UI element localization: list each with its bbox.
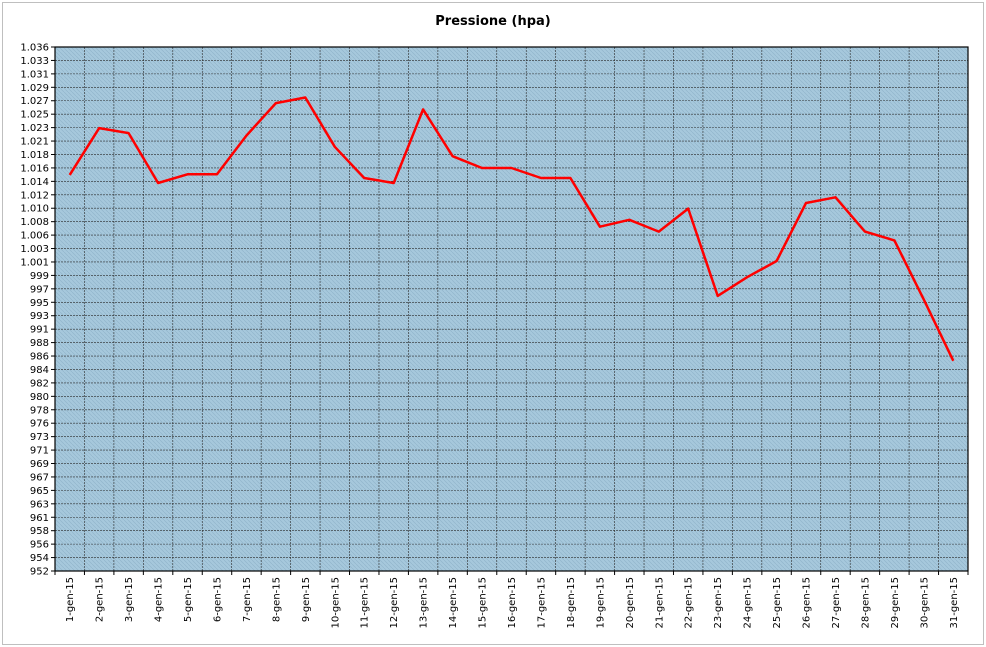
y-tick-label: 1.023 [20, 123, 49, 134]
y-tick-label: 1.021 [20, 137, 49, 148]
x-tick-label: 1-gen-15 [65, 577, 76, 622]
x-tick-label: 26-gen-15 [802, 577, 813, 629]
x-tick-label: 15-gen-15 [478, 577, 489, 629]
x-tick-label: 24-gen-15 [743, 577, 754, 629]
y-tick-label: 963 [30, 499, 49, 510]
y-tick-label: 997 [30, 284, 49, 295]
y-tick-label: 982 [30, 378, 49, 389]
x-tick-label: 14-gen-15 [448, 577, 459, 629]
plot-area [54, 46, 969, 572]
y-tick-label: 961 [30, 513, 49, 524]
x-tick-label: 21-gen-15 [654, 577, 665, 629]
y-tick-label: 988 [30, 338, 49, 349]
y-tick-label: 1.016 [20, 163, 49, 174]
y-tick-label: 1.036 [20, 43, 49, 54]
x-tick-label: 16-gen-15 [507, 577, 518, 629]
y-tick-label: 1.033 [20, 56, 49, 67]
y-tick-label: 986 [30, 352, 49, 363]
y-tick-label: 1.018 [20, 150, 49, 161]
x-tick-label: 31-gen-15 [949, 577, 960, 629]
x-tick-label: 28-gen-15 [860, 577, 871, 629]
y-tick-label: 1.006 [20, 231, 49, 242]
y-tick-label: 956 [30, 540, 49, 551]
x-tick-label: 20-gen-15 [625, 577, 636, 629]
chart-title: Pressione (hpa) [435, 14, 551, 29]
y-tick-label: 991 [30, 325, 49, 336]
x-tick-label: 5-gen-15 [183, 577, 194, 622]
x-tick-label: 30-gen-15 [919, 577, 930, 629]
x-axis-labels: 1-gen-15 2-gen-15 3-gen-15 4-gen-15 5-gen-15… [65, 577, 960, 629]
y-tick-label: 958 [30, 526, 49, 537]
y-tick-label: 1.001 [20, 257, 49, 268]
x-tick-label: 27-gen-15 [831, 577, 842, 629]
y-tick-label: 973 [30, 432, 49, 443]
y-tick-label: 952 [30, 567, 49, 578]
y-tick-label: 967 [30, 472, 49, 483]
y-tick-label: 1.031 [20, 69, 49, 80]
x-tick-label: 6-gen-15 [212, 577, 223, 622]
y-tick-label: 995 [30, 298, 49, 309]
x-tick-label: 4-gen-15 [154, 577, 165, 622]
tick-marks [51, 46, 969, 575]
y-tick-label: 993 [30, 311, 49, 322]
x-tick-label: 9-gen-15 [301, 577, 312, 622]
y-tick-label: 980 [30, 392, 49, 403]
x-tick-label: 7-gen-15 [242, 577, 253, 622]
y-tick-label: 1.008 [20, 217, 49, 228]
y-tick-label: 1.029 [20, 83, 49, 94]
x-tick-label: 18-gen-15 [566, 577, 577, 629]
y-tick-label: 1.003 [20, 244, 49, 255]
plot-border [54, 46, 969, 572]
y-tick-label: 969 [30, 459, 49, 470]
y-tick-label: 1.025 [20, 110, 49, 121]
y-tick-label: 954 [30, 553, 49, 564]
x-tick-label: 12-gen-15 [389, 577, 400, 629]
y-tick-label: 1.027 [20, 96, 49, 107]
y-tick-label: 978 [30, 405, 49, 416]
y-tick-label: 976 [30, 419, 49, 430]
x-tick-label: 8-gen-15 [271, 577, 282, 622]
y-tick-label: 965 [30, 486, 49, 497]
x-tick-label: 29-gen-15 [890, 577, 901, 629]
y-tick-label: 984 [30, 365, 49, 376]
series-line [68, 96, 955, 362]
x-tick-label: 3-gen-15 [124, 577, 135, 622]
y-tick-label: 1.012 [20, 190, 49, 201]
y-axis-labels: 1.036 1.033 1.031 1.029 1.027 1.025 1.023 1.021… [20, 43, 49, 578]
y-tick-label: 1.014 [20, 177, 49, 188]
x-tick-label: 2-gen-15 [95, 577, 106, 622]
grid [55, 47, 968, 571]
y-tick-label: 971 [30, 446, 49, 457]
x-tick-label: 13-gen-15 [419, 577, 430, 629]
x-tick-label: 25-gen-15 [772, 577, 783, 629]
x-tick-label: 11-gen-15 [360, 577, 371, 629]
x-tick-label: 23-gen-15 [713, 577, 724, 629]
y-tick-label: 999 [30, 271, 49, 282]
x-tick-label: 22-gen-15 [684, 577, 695, 629]
x-tick-label: 17-gen-15 [536, 577, 547, 629]
x-tick-label: 19-gen-15 [595, 577, 606, 629]
y-tick-label: 1.010 [20, 204, 49, 215]
x-tick-label: 10-gen-15 [330, 577, 341, 629]
